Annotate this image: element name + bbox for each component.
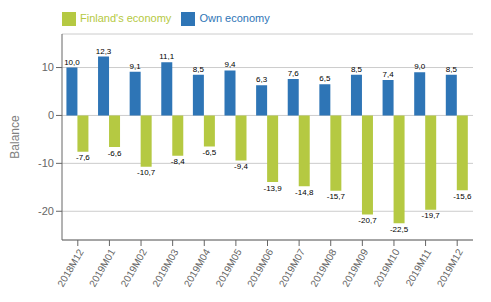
svg-text:8,5: 8,5 [193, 65, 205, 74]
svg-text:7,6: 7,6 [288, 69, 300, 78]
svg-text:2019M01: 2019M01 [87, 247, 118, 289]
svg-text:2019M10: 2019M10 [371, 247, 402, 289]
svg-text:2019M04: 2019M04 [182, 247, 213, 289]
svg-text:7,4: 7,4 [383, 70, 395, 79]
svg-text:6,5: 6,5 [319, 74, 331, 83]
svg-text:8,5: 8,5 [351, 65, 363, 74]
html-text:Finland's economy: Finland's economy [80, 12, 172, 24]
svg-text:8,5: 8,5 [446, 65, 458, 74]
svg-text:-15,7: -15,7 [327, 192, 346, 201]
svg-text:6,3: 6,3 [256, 75, 268, 84]
svg-text:Balance: Balance [8, 115, 22, 159]
svg-text:2019M05: 2019M05 [213, 247, 244, 289]
svg-text:2019M11: 2019M11 [403, 247, 433, 288]
svg-text:-8,4: -8,4 [171, 157, 185, 166]
svg-text:12,3: 12,3 [96, 47, 112, 56]
svg-text:9,0: 9,0 [414, 62, 426, 71]
html-text:Own economy: Own economy [199, 12, 270, 24]
svg-text:2019M09: 2019M09 [340, 247, 371, 289]
svg-text:-6,5: -6,5 [202, 148, 216, 157]
svg-text:11,1: 11,1 [159, 52, 175, 61]
svg-text:-19,7: -19,7 [422, 211, 441, 220]
svg-text:2019M06: 2019M06 [245, 247, 276, 289]
svg-text:-13,9: -13,9 [264, 184, 283, 193]
svg-text:0: 0 [48, 109, 54, 121]
svg-text:10: 10 [42, 61, 54, 73]
svg-text:-9,4: -9,4 [234, 162, 248, 171]
svg-text:-22,5: -22,5 [390, 225, 409, 234]
svg-text:2019M03: 2019M03 [150, 247, 181, 289]
svg-text:-20,7: -20,7 [358, 216, 377, 225]
svg-text:2019M07: 2019M07 [277, 247, 308, 289]
svg-text:-10: -10 [38, 157, 54, 169]
svg-text:-20: -20 [38, 205, 54, 217]
svg-text:-10,7: -10,7 [137, 168, 156, 177]
svg-text:-15,6: -15,6 [453, 192, 472, 201]
svg-text:2019M02: 2019M02 [119, 247, 150, 289]
svg-text:-14,8: -14,8 [295, 188, 314, 197]
svg-text:2019M12: 2019M12 [435, 247, 466, 289]
svg-text:9,4: 9,4 [224, 60, 236, 69]
svg-text:2018M12: 2018M12 [55, 247, 86, 289]
svg-text:2019M08: 2019M08 [308, 247, 339, 289]
svg-text:9,1: 9,1 [130, 62, 142, 71]
svg-text:10,0: 10,0 [64, 58, 80, 67]
svg-text:-6,6: -6,6 [108, 149, 122, 158]
svg-text:-7,6: -7,6 [76, 153, 90, 162]
